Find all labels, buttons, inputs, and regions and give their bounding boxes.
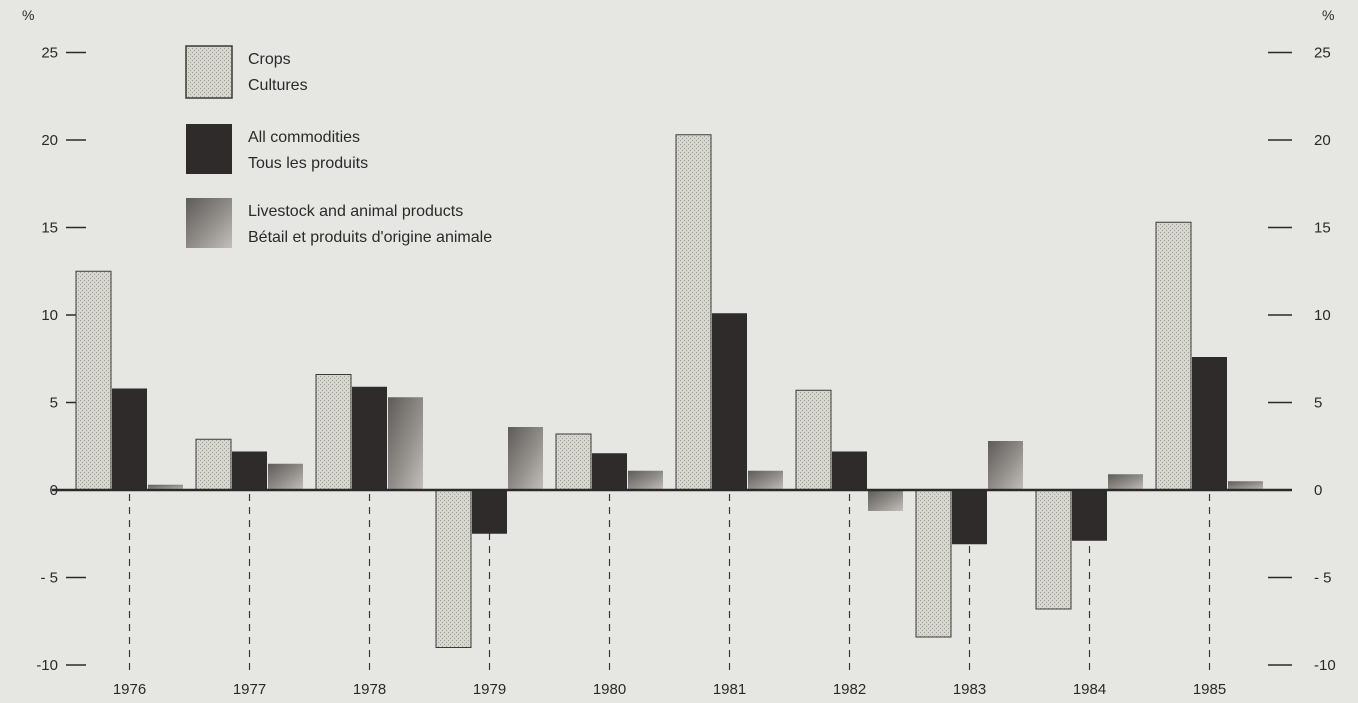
bar-crops	[915, 489, 952, 638]
bar-crops	[675, 134, 712, 491]
bar-livestock	[988, 441, 1023, 490]
y-tick-label-left: 5	[50, 395, 58, 412]
bar-livestock	[268, 463, 303, 490]
y-tick-label-right: 10	[1314, 307, 1331, 324]
y-axis-unit-left: %	[22, 7, 34, 23]
x-tick-label: 1979	[473, 681, 506, 698]
bar-livestock	[148, 484, 183, 490]
bar-all-commodities	[1192, 357, 1227, 490]
x-tick-label: 1976	[113, 681, 146, 698]
bar-livestock	[1108, 474, 1143, 490]
bar-all-commodities	[712, 313, 747, 490]
bar-crops	[195, 438, 232, 491]
y-tick-label-left: 25	[41, 45, 58, 62]
y-tick-label-left: 20	[41, 132, 58, 149]
legend-label-crops-fr: Cultures	[248, 77, 308, 94]
bar-livestock	[628, 470, 663, 490]
bar-all-commodities	[832, 451, 867, 490]
y-tick-label-right: -10	[1314, 657, 1336, 674]
x-tick-label: 1977	[233, 681, 266, 698]
legend-label-crops-en: Crops	[248, 51, 291, 68]
bar-livestock	[868, 490, 903, 511]
legend-label-livestock-fr: Bétail et produits d'origine animale	[248, 229, 492, 246]
bar-all-commodities	[232, 451, 267, 490]
y-tick-label-right: 15	[1314, 220, 1331, 237]
y-tick-label-left: - 5	[40, 570, 58, 587]
legend-label-livestock-en: Livestock and animal products	[248, 203, 463, 220]
bar-livestock	[748, 470, 783, 490]
y-tick-label-left: -10	[36, 657, 58, 674]
bar-all-commodities	[472, 490, 507, 534]
bar-all-commodities	[352, 386, 387, 490]
bar-crops	[435, 489, 472, 648]
bar-livestock	[508, 427, 543, 490]
bar-crops	[555, 433, 592, 491]
bar-livestock	[1228, 481, 1263, 490]
bar-all-commodities	[592, 453, 627, 490]
y-tick-label-right: - 5	[1314, 570, 1332, 587]
bar-livestock	[388, 397, 423, 490]
y-tick-label-right: 20	[1314, 132, 1331, 149]
x-tick-label: 1984	[1073, 681, 1106, 698]
y-tick-label-right: 0	[1314, 482, 1322, 499]
x-tick-label: 1981	[713, 681, 746, 698]
legend-swatch-livestock	[186, 198, 232, 248]
y-tick-label-left: 10	[41, 307, 58, 324]
x-tick-label: 1980	[593, 681, 626, 698]
y-axis-unit-right: %	[1322, 7, 1334, 23]
x-tick-label: 1983	[953, 681, 986, 698]
legend-label-all-commodities-fr: Tous les produits	[248, 155, 368, 172]
x-tick-label: 1978	[353, 681, 386, 698]
bar-crops	[315, 374, 352, 491]
bar-crops	[1155, 221, 1192, 491]
x-tick-label: 1982	[833, 681, 866, 698]
bar-crops	[75, 270, 112, 491]
x-tick-label: 1985	[1193, 681, 1226, 698]
y-tick-label-right: 25	[1314, 45, 1331, 62]
legend-swatch-crops	[185, 45, 233, 99]
legend-label-all-commodities-en: All commodities	[248, 129, 360, 146]
bar-crops	[795, 389, 832, 491]
bar-all-commodities	[112, 388, 147, 490]
y-tick-label-left: 15	[41, 220, 58, 237]
bar-crops	[1035, 489, 1072, 610]
bar-all-commodities	[1072, 490, 1107, 541]
y-tick-label-right: 5	[1314, 395, 1322, 412]
bar-all-commodities	[952, 490, 987, 545]
legend-swatch-all-commodities	[186, 124, 232, 174]
